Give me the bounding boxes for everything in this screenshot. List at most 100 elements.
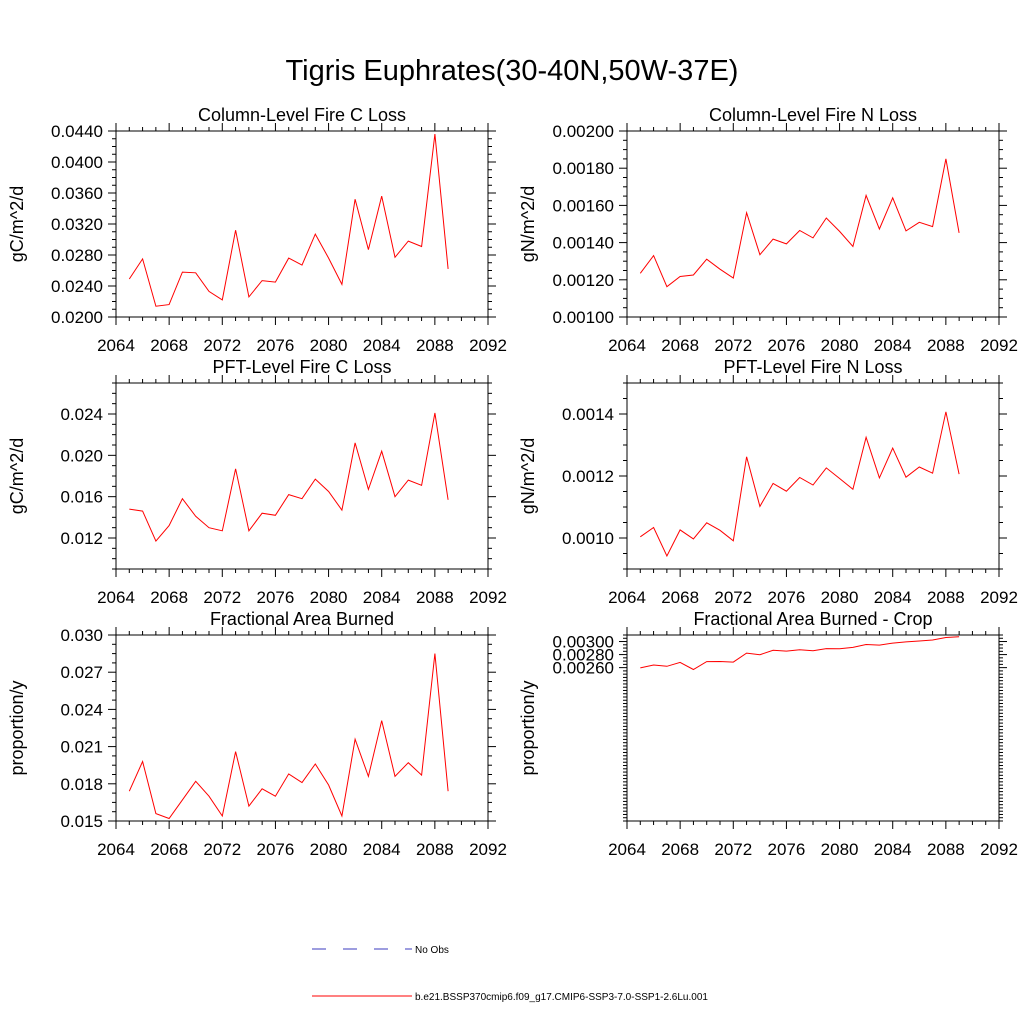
x-tick-label: 2072 [203, 336, 241, 355]
series-line [128, 653, 449, 820]
x-tick-label: 2092 [469, 588, 507, 607]
x-tick-label: 2076 [257, 336, 295, 355]
panel-title: PFT-Level Fire N Loss [723, 357, 902, 377]
panel-title: Column-Level Fire C Loss [198, 105, 406, 125]
y-tick-label: 0.015 [60, 812, 103, 831]
x-tick-label: 2068 [661, 336, 699, 355]
x-tick-label: 2064 [97, 588, 135, 607]
y-tick-label: 0.0012 [562, 467, 614, 486]
x-tick-label: 2092 [980, 588, 1018, 607]
x-tick-label: 2080 [821, 336, 859, 355]
x-tick-label: 2068 [150, 588, 188, 607]
plot-frame [115, 634, 489, 822]
y-tick-label: 0.00300 [553, 633, 614, 652]
plot-frame [115, 382, 489, 570]
series-line [640, 411, 960, 558]
plot-frame [626, 634, 1000, 822]
y-tick-label: 0.0240 [51, 277, 103, 296]
x-tick-label: 2092 [980, 840, 1018, 859]
x-tick-label: 2068 [150, 336, 188, 355]
x-tick-label: 2084 [363, 588, 401, 607]
y-axis-label: proportion/y [7, 680, 27, 775]
x-tick-label: 2088 [927, 588, 965, 607]
series-line [128, 134, 449, 307]
y-tick-label: 0.00280 [553, 646, 614, 665]
y-axis-label: gN/m^2/d [518, 438, 538, 514]
plot-frame [626, 130, 1000, 318]
x-tick-label: 2084 [363, 840, 401, 859]
x-tick-label: 2092 [469, 840, 507, 859]
x-tick-label: 2064 [608, 840, 646, 859]
x-tick-label: 2072 [203, 588, 241, 607]
page-title: Tigris Euphrates(30-40N,50W-37E) [285, 55, 739, 87]
y-tick-label: 0.018 [60, 775, 103, 794]
x-tick-label: 2084 [363, 336, 401, 355]
y-tick-label: 0.030 [60, 626, 103, 645]
panel-title: Fractional Area Burned [210, 609, 394, 629]
panel-title: Column-Level Fire N Loss [709, 105, 917, 125]
y-tick-label: 0.00160 [553, 196, 614, 215]
x-tick-label: 2080 [310, 336, 348, 355]
panel-title: PFT-Level Fire C Loss [212, 357, 391, 377]
x-tick-label: 2080 [310, 840, 348, 859]
y-tick-label: 0.016 [60, 488, 103, 507]
x-tick-label: 2076 [257, 588, 295, 607]
y-tick-label: 0.0200 [51, 308, 103, 327]
x-tick-label: 2092 [469, 336, 507, 355]
plot-frame [626, 382, 1000, 570]
y-tick-label: 0.012 [60, 529, 103, 548]
x-tick-label: 2072 [714, 840, 752, 859]
x-tick-label: 2068 [661, 588, 699, 607]
x-tick-label: 2084 [874, 588, 912, 607]
y-tick-label: 0.0320 [51, 215, 103, 234]
y-tick-label: 0.0440 [51, 122, 103, 141]
y-tick-label: 0.024 [60, 700, 103, 719]
y-axis-label: gN/m^2/d [518, 186, 538, 262]
y-tick-label: 0.027 [60, 663, 103, 682]
x-tick-label: 2080 [821, 588, 859, 607]
x-tick-label: 2088 [927, 840, 965, 859]
x-tick-label: 2072 [714, 336, 752, 355]
y-tick-label: 0.020 [60, 446, 103, 465]
x-tick-label: 2076 [257, 840, 295, 859]
x-tick-label: 2076 [768, 840, 806, 859]
x-tick-label: 2080 [821, 840, 859, 859]
x-tick-label: 2068 [661, 840, 699, 859]
y-axis-label: proportion/y [518, 680, 538, 775]
y-axis-label: gC/m^2/d [7, 438, 27, 514]
x-tick-label: 2088 [416, 588, 454, 607]
y-tick-label: 0.0014 [562, 405, 614, 424]
x-tick-label: 2064 [97, 336, 135, 355]
y-tick-label: 0.00260 [553, 659, 614, 678]
y-tick-label: 0.00140 [553, 234, 614, 253]
legend-label-model: b.e21.BSSP370cmip6.f09_g17.CMIP6-SSP3-7.… [415, 992, 708, 1003]
x-tick-label: 2080 [310, 588, 348, 607]
x-tick-label: 2068 [150, 840, 188, 859]
y-tick-label: 0.0010 [562, 529, 614, 548]
x-tick-label: 2088 [416, 840, 454, 859]
x-tick-label: 2072 [203, 840, 241, 859]
chart-panel-5: Fractional Area Burned proportion/y 2064 20… [7, 609, 507, 859]
chart-panel-1: Column-Level Fire C Loss gC/m^2/d 2064 2068… [7, 105, 507, 355]
x-tick-label: 2076 [768, 588, 806, 607]
y-tick-label: 0.021 [60, 738, 103, 757]
x-tick-label: 2088 [416, 336, 454, 355]
x-tick-label: 2064 [608, 588, 646, 607]
x-tick-label: 2088 [927, 336, 965, 355]
x-tick-label: 2084 [874, 840, 912, 859]
chart-panels: Column-Level Fire C Loss gC/m^2/d 2064 2068… [7, 105, 1018, 859]
x-tick-label: 2064 [97, 840, 135, 859]
chart-panel-3: PFT-Level Fire C Loss gC/m^2/d 2064 2068 207… [7, 357, 507, 607]
y-tick-label: 0.0360 [51, 184, 103, 203]
x-tick-label: 2064 [608, 336, 646, 355]
y-axis-label: gC/m^2/d [7, 186, 27, 262]
chart-panel-4: PFT-Level Fire N Loss gN/m^2/d 2064 2068 207… [518, 357, 1018, 607]
y-tick-label: 0.024 [60, 405, 103, 424]
y-tick-label: 0.00180 [553, 159, 614, 178]
panel-title: Fractional Area Burned - Crop [693, 609, 932, 629]
y-tick-label: 0.0280 [51, 246, 103, 265]
series-line [129, 412, 449, 543]
y-tick-label: 0.0400 [51, 153, 103, 172]
x-tick-label: 2092 [980, 336, 1018, 355]
